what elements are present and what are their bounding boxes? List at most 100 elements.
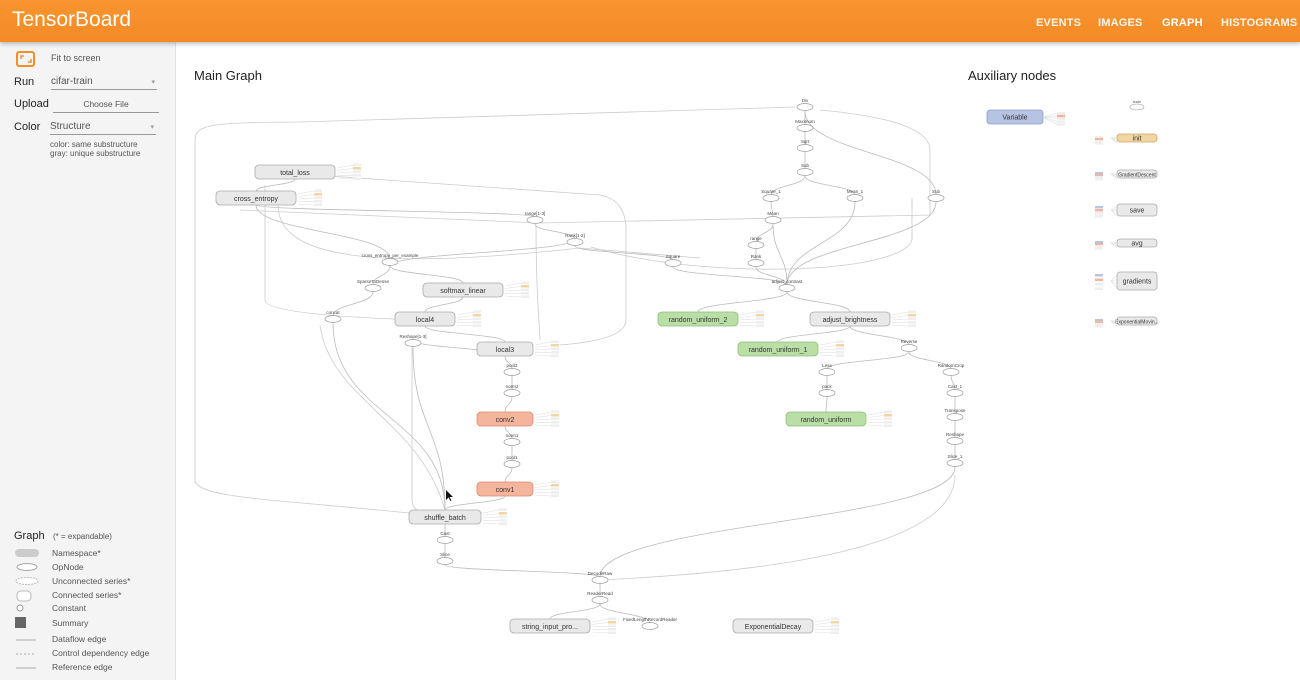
summary-series-icon <box>836 347 844 350</box>
node-Slice_1[interactable]: Slice_1 <box>946 454 964 467</box>
aux-node-Variable[interactable]: Variable <box>986 109 1065 126</box>
fit-to-screen-button[interactable]: Fit to screen <box>14 51 164 67</box>
node-total_loss[interactable]: total_loss <box>254 163 361 181</box>
summary-series-icon <box>353 177 361 180</box>
node-SparseToDense[interactable]: SparseToDense <box>357 279 390 292</box>
op-node-shape <box>818 389 836 397</box>
node-local4[interactable]: local4 <box>394 310 481 328</box>
node-Transpose[interactable]: Transpose <box>944 408 966 421</box>
node-conv1[interactable]: conv1 <box>476 480 559 498</box>
aux-node-avg[interactable]: avg <box>1095 238 1158 250</box>
node-label: range[1-3] <box>525 211 546 216</box>
node-shuffle_batch[interactable]: shuffle_batch <box>408 508 507 526</box>
node-cepe[interactable]: cross_entropy_per_example <box>362 253 419 266</box>
node-Mean_1[interactable]: Mean_1 <box>846 189 864 202</box>
node-Div[interactable]: Div <box>796 98 814 111</box>
aux-node-save[interactable]: save <box>1095 203 1158 218</box>
tab-events[interactable]: EVENTS <box>1036 17 1082 29</box>
choose-file-button[interactable]: Choose File <box>53 99 159 113</box>
summary-series-icon <box>314 193 322 196</box>
legend-connected: Connected series* <box>52 590 122 600</box>
node-string_input[interactable]: string_input_pro... <box>509 617 616 635</box>
node-pool1[interactable]: pool1 <box>503 455 521 468</box>
node-Rank[interactable]: Rank <box>747 254 765 267</box>
node-adjust_brightness[interactable]: adjust_brightness <box>809 310 916 328</box>
node-range13[interactable]: range[1-3] <box>525 211 546 224</box>
node-Maximum[interactable]: Maximum <box>795 119 815 132</box>
graph-svg[interactable]: total_loss cross_entropy softmax_linearloc… <box>176 42 1300 680</box>
node-label: Reshape[1-3] <box>399 334 426 339</box>
aux-nodes-title: Auxiliary nodes <box>968 68 1057 83</box>
aux-node-init[interactable]: init <box>1095 133 1158 145</box>
node-Slice[interactable]: Slice <box>436 552 454 565</box>
node-range[interactable]: range <box>747 236 765 249</box>
summary-series-icon <box>908 317 916 320</box>
node-local3[interactable]: local3 <box>476 340 559 358</box>
run-select[interactable]: cifar-train ▾ <box>51 76 157 90</box>
namespace-node-shape <box>732 618 814 634</box>
op-node-shape <box>1129 103 1145 111</box>
node-Reshape[interactable]: Reshape <box>946 432 965 445</box>
node-Reverse[interactable]: Reverse <box>901 339 918 352</box>
aux-node-ExponentialMovin[interactable]: ExponentialMovin... <box>1095 316 1159 328</box>
node-Mean[interactable]: Mean <box>764 211 782 224</box>
node-concat[interactable]: concat <box>324 310 342 323</box>
aux-node-gradients[interactable]: gradients <box>1095 271 1158 291</box>
graph-canvas[interactable]: Main Graph Auxiliary nodes <box>176 42 1300 680</box>
node-conv2[interactable]: conv2 <box>476 410 559 428</box>
node-RandomCrop[interactable]: RandomCrop <box>938 363 965 376</box>
node-Sub[interactable]: Sub <box>796 163 814 176</box>
node-DecodeRaw[interactable]: DecodeRaw <box>588 571 613 584</box>
node-pool2[interactable]: pool2 <box>503 363 521 376</box>
app-logo: TensorBoard <box>12 8 132 31</box>
tab-histograms[interactable]: HISTOGRAMS <box>1221 17 1298 29</box>
node-FLRR[interactable]: FixedLengthRecordReader <box>623 617 678 630</box>
node-random_uniform_1[interactable]: random_uniform_1 <box>737 340 844 358</box>
node-label: save <box>1130 208 1145 215</box>
color-select[interactable]: Structure ▾ <box>50 121 156 135</box>
series-icon <box>1095 274 1103 277</box>
series-icon <box>1095 319 1103 322</box>
node-pack[interactable]: pack <box>818 384 836 397</box>
edge-Sub2-Div <box>804 110 937 196</box>
node-random_uniform_2[interactable]: random_uniform_2 <box>657 310 764 328</box>
legend-opnode: OpNode <box>52 562 84 572</box>
node-Less[interactable]: Less <box>818 363 836 376</box>
node-ReaderRead[interactable]: ReaderRead <box>587 591 613 604</box>
node-norm1[interactable]: norm1 <box>503 433 521 446</box>
series-icon <box>1095 278 1103 281</box>
node-Cast_1[interactable]: Cast_1 <box>946 384 964 397</box>
node-Reshape13[interactable]: Reshape[1-3] <box>399 334 427 347</box>
edge-shuffle_batch-conv1 <box>444 495 506 511</box>
node-label: Transpose <box>944 408 966 413</box>
edge-loop <box>590 198 913 270</box>
aux-node-train[interactable]: train <box>1129 99 1145 111</box>
node-adjust_contrast[interactable]: adjust_contrast <box>772 279 803 292</box>
node-label: Variable <box>1002 115 1027 122</box>
node-cross_entropy[interactable]: cross_entropy <box>215 189 322 207</box>
node-label: Maximum <box>795 119 815 124</box>
node-ExponentialDecay[interactable]: ExponentialDecay <box>732 617 839 635</box>
node-random_uniform[interactable]: random_uniform <box>785 410 892 428</box>
series-icon <box>1095 138 1103 141</box>
tab-images[interactable]: IMAGES <box>1098 17 1143 29</box>
node-Sub2[interactable]: Sub <box>927 189 945 202</box>
node-Square[interactable]: Square <box>664 254 682 267</box>
node-Rank12[interactable]: Rank[1-2] <box>565 233 585 246</box>
node-label: local4 <box>416 317 434 324</box>
node-label: Sub <box>932 189 941 194</box>
summary-series-icon <box>756 324 764 327</box>
series-icon <box>1095 212 1103 215</box>
namespace-node-shape <box>422 282 504 298</box>
tab-graph[interactable]: GRAPH <box>1162 17 1203 29</box>
node-Cast[interactable]: Cast <box>436 531 454 544</box>
node-softmax_linear[interactable]: softmax_linear <box>422 281 529 299</box>
series-icon <box>1095 142 1103 145</box>
series-icon <box>1057 117 1065 121</box>
node-label: string_input_pro... <box>522 624 578 631</box>
node-Square_1[interactable]: Square_1 <box>761 189 781 202</box>
aux-node-GradientDescent[interactable]: GradientDescent <box>1095 169 1158 181</box>
node-Sqrt[interactable]: Sqrt <box>796 139 814 152</box>
node-norm2[interactable]: norm2 <box>503 384 521 397</box>
edge-adjust_contrast-Rank <box>755 266 788 286</box>
